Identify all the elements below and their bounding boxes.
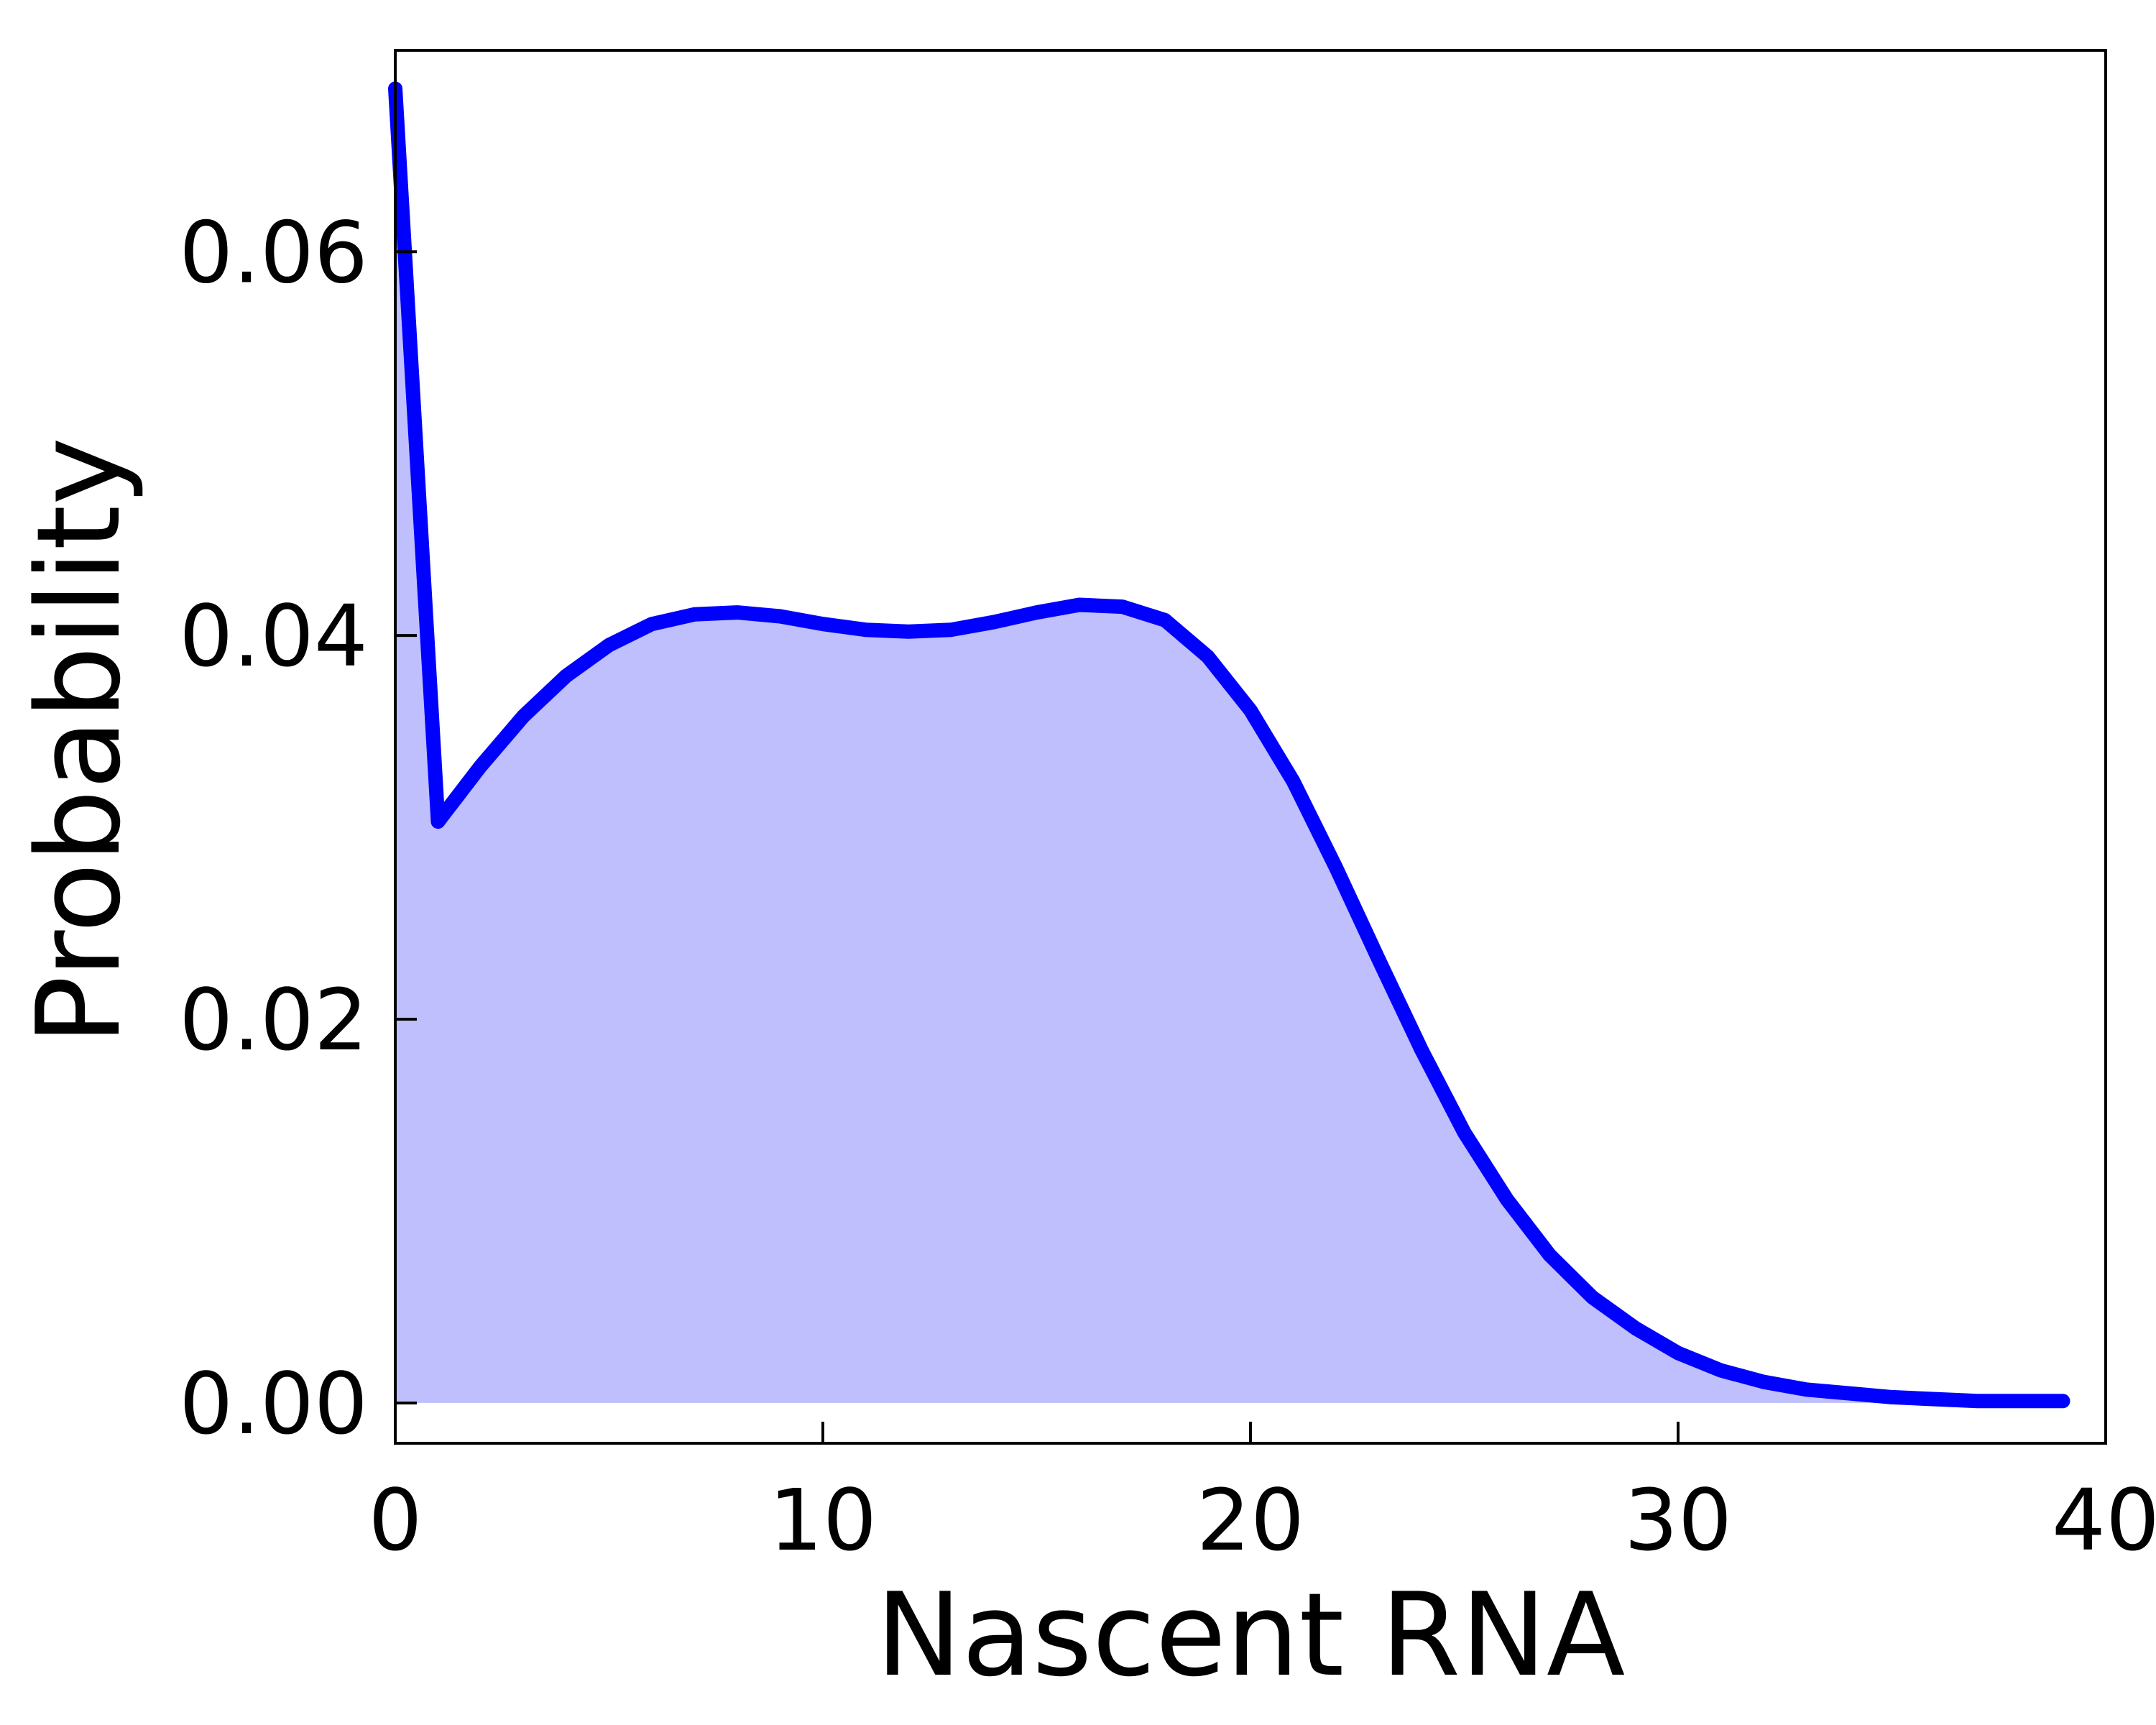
x-tick-label: 20 bbox=[1197, 1471, 1304, 1570]
series-line bbox=[388, 81, 2070, 1409]
x-axis: 0 10 20 30 40 bbox=[368, 1422, 2156, 1570]
y-axis: 0.00 0.02 0.04 0.06 bbox=[179, 203, 417, 1453]
x-tick-label: 30 bbox=[1624, 1471, 1732, 1570]
x-tick-label: 10 bbox=[769, 1471, 877, 1570]
x-tick-label: 40 bbox=[2052, 1471, 2156, 1570]
y-tick-label: 0.02 bbox=[179, 970, 368, 1070]
x-axis-label: Nascent RNA bbox=[876, 1568, 1626, 1702]
y-axis-label: Probability bbox=[11, 437, 146, 1045]
y-tick-label: 0.04 bbox=[179, 586, 368, 686]
x-tick-label: 0 bbox=[368, 1471, 422, 1570]
y-tick-label: 0.00 bbox=[179, 1354, 368, 1453]
y-tick-label: 0.06 bbox=[179, 203, 368, 302]
area-fill bbox=[395, 88, 2063, 1403]
plot-marks bbox=[388, 81, 2070, 1409]
